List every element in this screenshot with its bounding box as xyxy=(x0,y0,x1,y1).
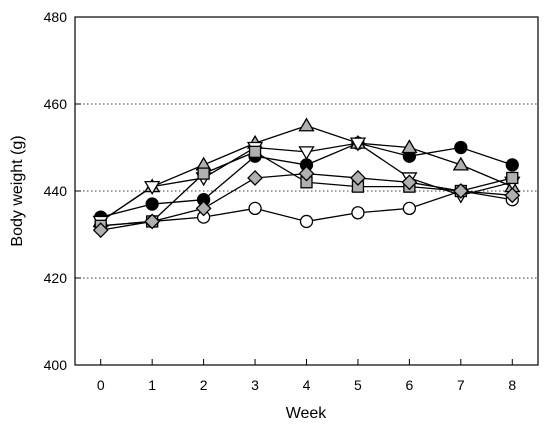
point-diamond-week-4 xyxy=(298,165,315,182)
x-tick-label-5: 5 xyxy=(354,377,362,393)
point-circle-open-week-4 xyxy=(299,214,314,229)
point-circle-open-week-6 xyxy=(402,201,417,216)
x-tick-label-4: 4 xyxy=(303,377,311,393)
point-triangle-down-week-5 xyxy=(349,137,367,152)
x-axis-title: Week xyxy=(286,405,328,422)
series-layer xyxy=(92,117,521,239)
x-tick-label-3: 3 xyxy=(251,377,259,393)
y-tick-label-440: 440 xyxy=(44,183,68,199)
point-square-week-8 xyxy=(506,171,519,185)
point-triangle-down-week-1 xyxy=(144,180,161,195)
x-tick-label-2: 2 xyxy=(200,377,208,393)
y-tick-label-420: 420 xyxy=(44,270,68,286)
point-triangle-up-week-4 xyxy=(298,117,315,132)
axis-ticks: 400 420 440 460 480 0 1 2 3 4 5 6 7 8 xyxy=(44,9,517,393)
point-circle-filled-week-7 xyxy=(454,140,468,155)
x-tick-label-1: 1 xyxy=(148,377,156,393)
point-diamond-week-0 xyxy=(92,222,109,239)
point-circle-filled-week-1 xyxy=(145,197,159,211)
y-tick-label-460: 460 xyxy=(44,96,68,112)
point-square-week-3 xyxy=(248,145,262,159)
point-circle-open-week-3 xyxy=(248,201,262,216)
point-diamond-week-3 xyxy=(247,170,263,186)
y-axis-title: Body weight (g) xyxy=(9,135,26,246)
x-tick-label-8: 8 xyxy=(508,377,516,393)
point-diamond-week-5 xyxy=(350,170,366,186)
point-circle-open-week-5 xyxy=(351,206,365,220)
point-diamond-week-2 xyxy=(195,200,212,217)
x-tick-label-0: 0 xyxy=(97,377,105,393)
point-triangle-up-week-7 xyxy=(452,156,469,171)
point-diamond-week-8 xyxy=(504,187,521,204)
y-tick-label-400: 400 xyxy=(44,357,68,373)
x-tick-label-7: 7 xyxy=(457,377,465,393)
point-square-week-2 xyxy=(197,167,210,180)
point-triangle-up-week-6 xyxy=(401,139,418,154)
point-diamond-week-7 xyxy=(452,183,469,199)
point-diamond-week-6 xyxy=(401,174,418,191)
point-triangle-down-week-4 xyxy=(298,146,315,161)
x-tick-label-6: 6 xyxy=(405,377,413,393)
point-circle-filled-week-8 xyxy=(505,158,519,172)
point-diamond-week-1 xyxy=(144,213,161,230)
y-tick-label-480: 480 xyxy=(44,9,68,25)
